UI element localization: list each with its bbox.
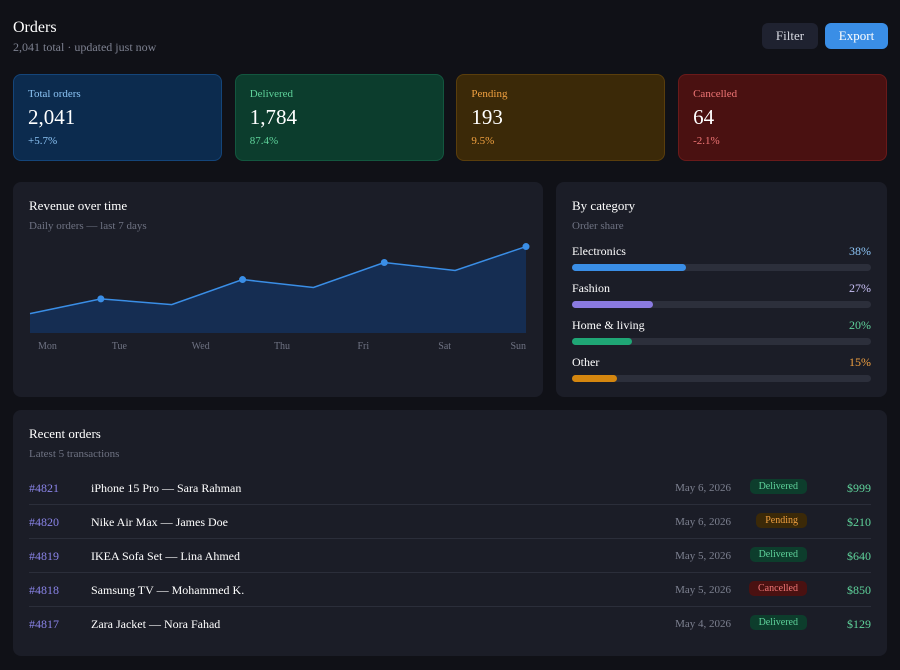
category-row: Home & living 20% [572,318,871,358]
order-id: #4819 [29,549,59,563]
order-date: May 5, 2026 [675,584,731,596]
stat-card: Cancelled 64 -2.1% [678,74,888,161]
stat-label: Total orders [28,88,81,100]
order-amount: $210 [847,515,871,529]
point [380,258,388,266]
order-amount: $999 [847,481,871,495]
stat-change: 87.4% [249,135,279,147]
x-tick-label: Fri [357,341,369,352]
category-panel: By category Order share Electronics 38% Fa… [556,182,887,397]
area [30,246,526,333]
order-amount: $129 [847,617,871,631]
panel-title: By category [572,198,636,213]
stat-label: Delivered [249,88,294,100]
order-id: #4821 [29,481,59,495]
x-tick-label: Thu [274,341,290,352]
x-tick-label: Tue [112,341,128,352]
order-row: #4818 Samsung TV — Mohammed K. May 5, 2026… [29,573,871,607]
point [522,243,530,251]
filter-button[interactable]: Filter [762,23,818,49]
category-value: 27% [849,281,871,295]
category-name: Home & living [572,318,645,332]
line-chart: Mon Tue Wed Thu Fri Sat Sun [29,243,530,352]
stat-card: Delivered 1,784 87.4% [234,74,444,161]
order-id: #4817 [29,617,59,631]
bar [572,301,653,308]
order-id: #4818 [29,583,59,597]
bar-track [572,301,871,308]
stat-value: 1,784 [249,105,297,129]
category-row: Other 15% [572,355,871,395]
bar-track [572,338,871,345]
order-item: Samsung TV — Mohammed K. [91,583,245,597]
category-row: Fashion 27% [572,281,871,321]
stat-change: 9.5% [471,135,495,147]
category-name: Other [572,355,600,369]
orders-table: #4821 iPhone 15 Pro — Sara Rahman May 6, 2… [13,471,887,641]
category-name: Electronics [572,244,626,258]
order-amount: $640 [847,549,871,563]
point [239,276,247,284]
category-value: 38% [849,244,871,258]
bar [572,264,686,271]
panel-subtitle: Daily orders — last 7 days [29,220,147,232]
panel-title: Revenue over time [29,198,128,213]
order-row: #4820 Nike Air Max — James Doe May 6, 2026… [29,505,871,539]
category-value: 15% [849,355,871,369]
order-row: #4817 Zara Jacket — Nora Fahad May 4, 2026… [29,607,871,641]
stat-label: Cancelled [693,88,738,100]
category-row: Electronics 38% [572,244,871,284]
page-title: Orders [13,19,57,36]
order-item: Nike Air Max — James Doe [91,515,228,529]
order-item: iPhone 15 Pro — Sara Rahman [91,481,242,495]
status-badge: Delivered [749,547,807,562]
panel-title: Recent orders [29,426,101,441]
order-row: #4819 IKEA Sofa Set — Lina Ahmed May 5, 20… [29,539,871,573]
status-badge: Delivered [749,615,807,630]
stat-card: Pending 193 9.5% [456,74,666,161]
order-date: May 6, 2026 [675,482,731,494]
order-id: #4820 [29,515,59,529]
bar [572,375,617,382]
bar-track [572,375,871,382]
order-date: May 4, 2026 [675,618,731,630]
order-amount: $850 [847,583,871,597]
panel-subtitle: Order share [572,220,624,232]
x-tick-label: Mon [38,341,57,352]
bar-track [572,264,871,271]
status-badge: Cancelled [749,581,807,596]
stat-card: Total orders 2,041 +5.7% [13,74,222,161]
point [97,295,105,303]
stat-change: +5.7% [28,135,58,147]
revenue-panel: Revenue over time Daily orders — last 7 … [13,182,543,397]
panel-subtitle: Latest 5 transactions [29,448,120,460]
status-badge: Pending [756,513,807,528]
bar [572,338,632,345]
x-tick-label: Sat [438,341,451,352]
page-subtitle: 2,041 total · updated just now [13,40,157,54]
stat-value: 64 [693,105,715,129]
order-date: May 5, 2026 [675,550,731,562]
line [29,245,527,315]
orders-panel: Recent orders Latest 5 transactions #482… [13,410,887,656]
x-tick-label: Wed [192,341,210,352]
order-item: Zara Jacket — Nora Fahad [91,617,221,631]
stat-label: Pending [471,88,508,100]
category-value: 20% [849,318,871,332]
order-item: IKEA Sofa Set — Lina Ahmed [91,549,240,563]
order-date: May 6, 2026 [675,516,731,528]
status-badge: Delivered [749,479,807,494]
export-button[interactable]: Export [825,23,888,49]
x-tick-label: Sun [510,341,526,352]
order-row: #4821 iPhone 15 Pro — Sara Rahman May 6, 2… [29,471,871,505]
stat-change: -2.1% [693,135,720,147]
category-name: Fashion [572,281,611,295]
stat-value: 2,041 [28,105,76,129]
stat-value: 193 [471,105,503,129]
